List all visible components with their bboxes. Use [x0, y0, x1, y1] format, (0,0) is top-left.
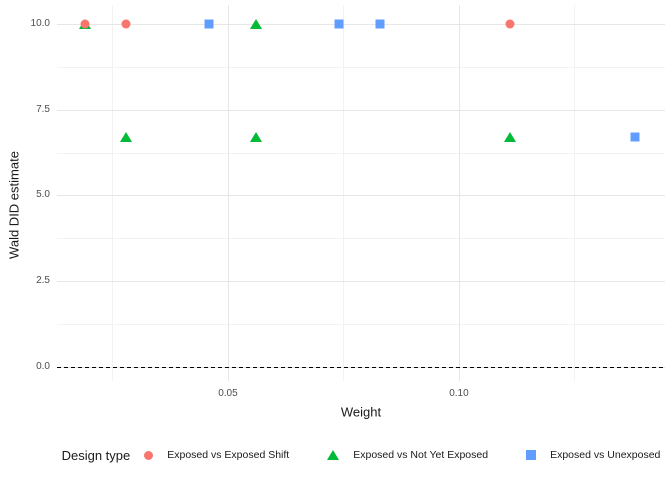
data-point-square	[334, 19, 344, 29]
x-major-gridline	[227, 5, 229, 381]
x-axis-title: Weight	[340, 404, 382, 420]
y-minor-gridline	[57, 152, 665, 154]
data-point-square	[375, 19, 385, 29]
y-axis-tick-label: 7.5	[36, 103, 50, 115]
x-minor-gridline	[343, 5, 345, 381]
triangle-swatch-icon	[327, 450, 340, 460]
data-point-square	[204, 19, 214, 29]
data-point-circle	[121, 19, 131, 29]
y-major-gridline	[57, 23, 665, 25]
x-minor-gridline	[112, 5, 114, 381]
legend-item-label: Exposed vs Unexposed	[550, 449, 661, 461]
data-point-circle	[505, 19, 515, 29]
data-point-circle	[80, 19, 90, 29]
legend-item: Exposed vs Exposed Shift	[144, 449, 289, 461]
data-point-triangle	[120, 132, 133, 143]
data-point-square	[630, 132, 639, 142]
y-major-gridline	[57, 109, 665, 111]
y-axis-tick-label: 5.0	[36, 189, 50, 201]
x-minor-gridline	[574, 5, 576, 381]
legend-items: Exposed vs Exposed Shift Exposed vs Not Y…	[144, 449, 660, 461]
y-minor-gridline	[57, 66, 665, 68]
y-axis-tick-label: 2.5	[36, 275, 50, 287]
data-point-triangle	[249, 132, 262, 143]
y-axis-tick-label: 0.0	[36, 360, 50, 372]
y-major-gridline	[57, 281, 665, 283]
legend-item-label: Exposed vs Not Yet Exposed	[353, 449, 489, 461]
y-major-gridline	[57, 195, 665, 197]
y-minor-gridline	[57, 324, 665, 326]
y-minor-gridline	[57, 238, 665, 240]
data-point-triangle	[249, 18, 262, 29]
legend-item: Exposed vs Not Yet Exposed	[327, 449, 488, 461]
y-axis-title: Wald DID estimate	[6, 151, 22, 259]
legend-title: Design type	[61, 447, 131, 463]
square-swatch-icon	[526, 450, 537, 460]
legend-item-label: Exposed vs Exposed Shift	[167, 449, 290, 461]
legend-item: Exposed vs Unexposed	[526, 449, 660, 461]
zero-reference-line	[57, 366, 665, 368]
data-point-triangle	[503, 132, 516, 143]
plot-panel	[57, 5, 665, 381]
circle-swatch-icon	[144, 450, 154, 460]
x-axis-tick-label: 0.05	[218, 388, 238, 399]
x-axis-tick-label: 0.10	[449, 388, 469, 399]
y-axis-tick-label: 10.0	[30, 17, 50, 29]
legend: Design type Exposed vs Exposed Shift Expo…	[57, 445, 665, 465]
x-major-gridline	[458, 5, 460, 381]
